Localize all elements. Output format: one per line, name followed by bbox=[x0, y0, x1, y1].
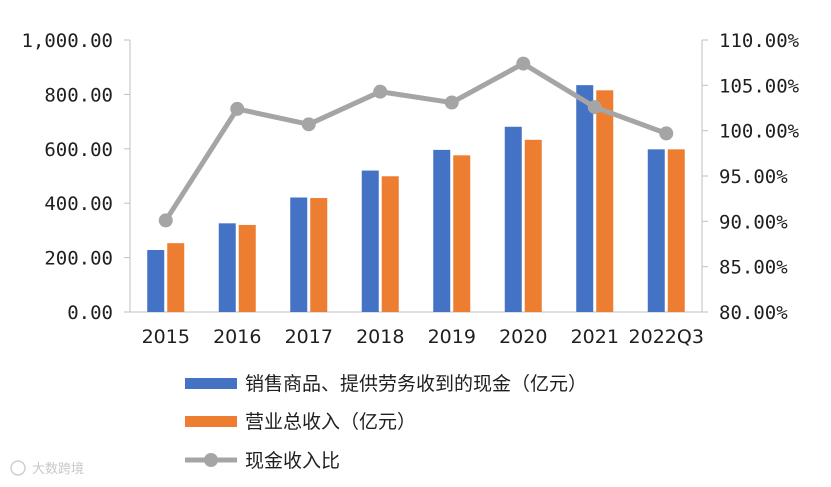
bar bbox=[433, 149, 451, 312]
y-right-tick-label: 105.00% bbox=[719, 75, 800, 97]
y-right-tick-label: 110.00% bbox=[719, 30, 800, 52]
line-point bbox=[230, 101, 245, 116]
x-tick-label: 2022Q3 bbox=[629, 326, 704, 348]
legend-swatch bbox=[185, 378, 237, 389]
legend-swatch-marker bbox=[204, 453, 218, 467]
line-point bbox=[158, 213, 173, 228]
x-tick-label: 2019 bbox=[428, 326, 476, 348]
legend-swatch bbox=[185, 416, 237, 427]
series-line bbox=[163, 61, 668, 222]
bar bbox=[504, 126, 522, 312]
bar bbox=[361, 170, 379, 312]
bar bbox=[218, 223, 236, 312]
line-point bbox=[587, 100, 602, 115]
legend-label: 营业总收入（亿元） bbox=[245, 411, 416, 433]
legend: 销售商品、提供劳务收到的现金（亿元） 营业总收入（亿元） 现金收入比 bbox=[185, 373, 587, 472]
legend-label: 现金收入比 bbox=[245, 450, 340, 472]
y-right-tick-label: 85.00% bbox=[719, 257, 788, 279]
x-tick-label: 2021 bbox=[571, 326, 619, 348]
y-left-tick-label: 1,000.00 bbox=[21, 30, 113, 52]
line-point bbox=[659, 126, 674, 141]
y-right-tick-label: 95.00% bbox=[719, 166, 788, 188]
y-left-tick-label: 800.00 bbox=[44, 84, 113, 106]
x-tick-label: 2020 bbox=[499, 326, 547, 348]
bar bbox=[167, 243, 185, 312]
x-tick-label: 2016 bbox=[213, 326, 261, 348]
bar bbox=[524, 139, 542, 312]
bars bbox=[147, 85, 685, 312]
bar bbox=[310, 198, 328, 312]
x-tick-label: 2015 bbox=[142, 326, 190, 348]
y-left-tick-label: 0.00 bbox=[67, 302, 113, 324]
watermark-logo bbox=[10, 460, 26, 476]
legend-label: 销售商品、提供劳务收到的现金（亿元） bbox=[245, 373, 587, 395]
line-point bbox=[373, 84, 388, 99]
bar bbox=[453, 155, 471, 312]
y-left-tick-label: 600.00 bbox=[44, 139, 113, 161]
line-point bbox=[516, 56, 531, 71]
y-right-tick-label: 90.00% bbox=[719, 211, 788, 233]
cash-ratio-line bbox=[158, 56, 674, 228]
line-point bbox=[301, 117, 316, 132]
y-right-tick-label: 100.00% bbox=[719, 121, 800, 143]
tick-labels: 0.00 200.00 400.00 600.00 800.00 1,000.00 80.0… bbox=[21, 30, 799, 348]
watermark-text: 大数跨境 bbox=[32, 462, 84, 477]
bar bbox=[381, 176, 399, 312]
x-tick-label: 2017 bbox=[285, 326, 333, 348]
bar bbox=[576, 85, 594, 312]
watermark: 大数跨境 bbox=[10, 460, 84, 477]
x-tick-label: 2018 bbox=[356, 326, 404, 348]
bar bbox=[647, 149, 665, 312]
y-left-tick-label: 200.00 bbox=[44, 248, 113, 270]
y-left-tick-label: 400.00 bbox=[44, 193, 113, 215]
bar bbox=[290, 197, 308, 312]
bar bbox=[596, 90, 614, 312]
bar bbox=[667, 149, 685, 312]
bar bbox=[238, 224, 256, 312]
y-right-tick-label: 80.00% bbox=[719, 302, 788, 324]
line-point bbox=[444, 95, 459, 110]
axes bbox=[124, 39, 708, 313]
bar bbox=[147, 249, 165, 312]
